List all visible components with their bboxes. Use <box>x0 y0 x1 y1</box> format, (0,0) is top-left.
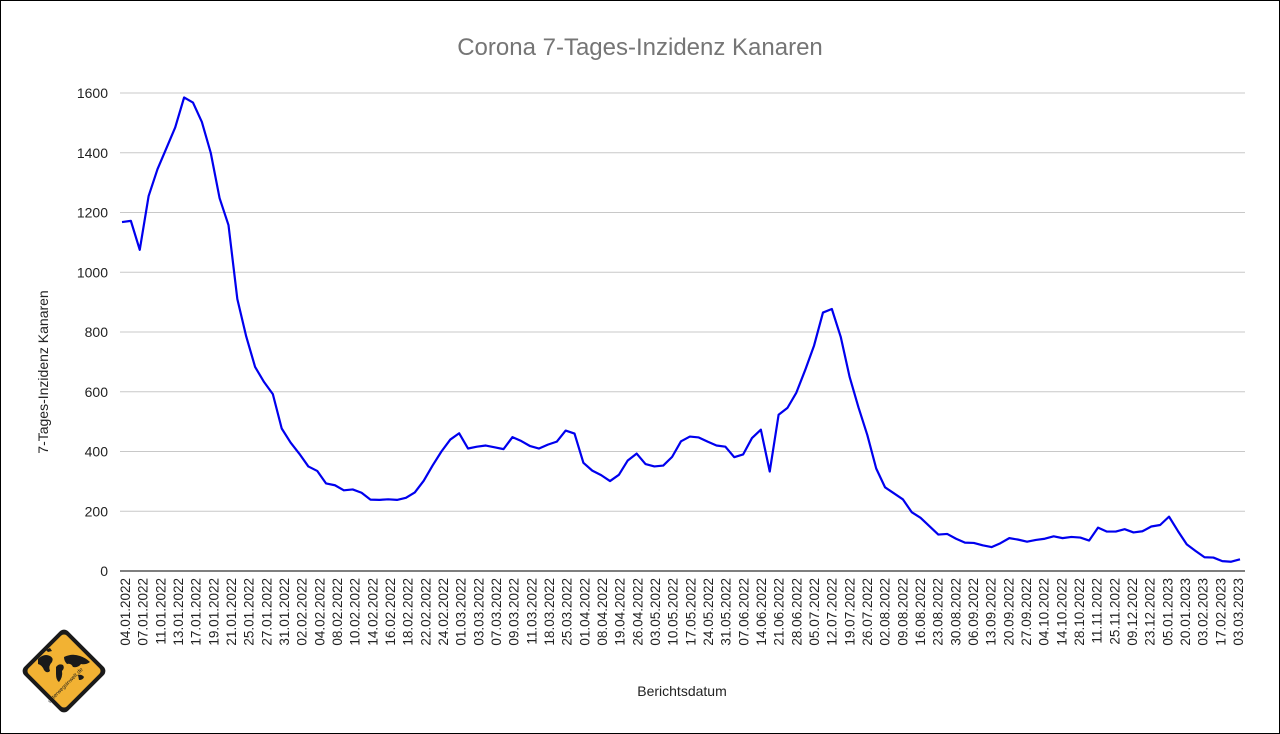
x-tick-label: 19.01.2022 <box>206 578 221 646</box>
x-tick-label: 01.04.2022 <box>577 578 592 646</box>
x-tick-label: 21.06.2022 <box>772 578 787 646</box>
logo-diamond-fill <box>26 633 102 709</box>
x-tick-label: 13.01.2022 <box>171 578 186 646</box>
x-tick-label: 18.02.2022 <box>401 578 416 646</box>
x-tick-label: 11.11.2022 <box>1090 578 1105 644</box>
x-tick-label: 23.08.2022 <box>931 578 946 646</box>
x-tick-label: 05.07.2022 <box>807 578 822 646</box>
line-chart: Corona 7-Tages-Inzidenz Kanaren 0 200 400 6… <box>0 0 1280 734</box>
y-tick-label: 400 <box>85 444 109 460</box>
x-tick-label: 28.10.2022 <box>1072 578 1087 646</box>
x-tick-label: 03.05.2022 <box>648 578 663 646</box>
x-tick-label: 02.02.2022 <box>295 578 310 646</box>
x-tick-label: 30.08.2022 <box>948 578 963 646</box>
x-tick-label: 04.10.2022 <box>1037 578 1052 646</box>
x-tick-label: 07.01.2022 <box>136 578 151 646</box>
y-tick-label: 1400 <box>77 145 108 161</box>
x-tick-label: 07.06.2022 <box>736 578 751 646</box>
y-tick-label: 200 <box>85 503 109 519</box>
x-tick-label: 07.03.2022 <box>489 578 504 646</box>
x-tick-label: 17.02.2023 <box>1213 578 1228 646</box>
grid-lines <box>120 93 1245 571</box>
x-tick-label: 12.07.2022 <box>825 578 840 646</box>
y-tick-labels: 0 200 400 600 800 1000 1200 1400 1600 <box>77 85 108 579</box>
x-tick-label: 08.04.2022 <box>595 578 610 646</box>
x-tick-label: 25.03.2022 <box>560 578 575 646</box>
y-tick-label: 1200 <box>77 205 108 221</box>
x-tick-label: 22.02.2022 <box>418 578 433 646</box>
x-tick-label: 04.02.2022 <box>312 578 327 646</box>
series-line <box>122 97 1240 561</box>
x-tick-label: 23.12.2022 <box>1143 578 1158 646</box>
x-tick-label: 06.09.2022 <box>966 578 981 646</box>
x-tick-label: 09.08.2022 <box>895 578 910 646</box>
x-tick-label: 20.09.2022 <box>1001 578 1016 646</box>
x-tick-label: 28.06.2022 <box>789 578 804 646</box>
x-tick-label: 26.07.2022 <box>860 578 875 646</box>
x-tick-label: 19.07.2022 <box>842 578 857 646</box>
y-tick-label: 1600 <box>77 85 108 101</box>
x-tick-label: 13.09.2022 <box>984 578 999 646</box>
y-axis-label: 7-Tages-Inzidenz Kanaren <box>35 290 51 453</box>
x-tick-label: 20.01.2023 <box>1178 578 1193 646</box>
x-tick-label: 31.05.2022 <box>719 578 734 646</box>
x-tick-label: 02.08.2022 <box>878 578 893 646</box>
y-tick-label: 1000 <box>77 264 108 280</box>
x-tick-label: 25.01.2022 <box>242 578 257 646</box>
x-tick-label: 09.03.2022 <box>507 578 522 646</box>
y-tick-label: 800 <box>85 324 109 340</box>
x-tick-label: 25.11.2022 <box>1107 578 1122 645</box>
x-tick-label: 09.12.2022 <box>1125 578 1140 646</box>
x-tick-label: 03.03.2022 <box>471 578 486 646</box>
series-group <box>122 97 1240 561</box>
chart-title: Corona 7-Tages-Inzidenz Kanaren <box>457 34 823 61</box>
x-tick-label: 19.04.2022 <box>613 578 628 646</box>
x-tick-label: 03.02.2023 <box>1196 578 1211 646</box>
x-tick-label: 10.02.2022 <box>348 578 363 646</box>
x-tick-label: 21.01.2022 <box>224 578 239 646</box>
x-tick-label: 16.02.2022 <box>383 578 398 646</box>
x-tick-label: 04.01.2022 <box>118 578 133 646</box>
x-tick-label: 03.03.2023 <box>1231 578 1246 646</box>
x-tick-label: 14.06.2022 <box>754 578 769 646</box>
x-tick-label: 27.09.2022 <box>1019 578 1034 646</box>
x-tick-label: 26.04.2022 <box>630 578 645 646</box>
x-tick-label: 18.03.2022 <box>542 578 557 646</box>
x-tick-label: 10.05.2022 <box>666 578 681 646</box>
y-tick-label: 0 <box>100 563 108 579</box>
x-tick-labels: 04.01.2022 07.01.2022 11.01.2022 13.01.2022… <box>118 578 1246 646</box>
x-tick-label: 01.03.2022 <box>454 578 469 646</box>
x-tick-label: 24.05.2022 <box>701 578 716 646</box>
y-tick-label: 600 <box>85 384 109 400</box>
x-tick-label: 24.02.2022 <box>436 578 451 646</box>
x-tick-label: 14.02.2022 <box>365 578 380 646</box>
x-tick-label: 14.10.2022 <box>1054 578 1069 646</box>
x-tick-label: 08.02.2022 <box>330 578 345 646</box>
x-axis-label: Berichtsdatum <box>637 683 726 699</box>
x-tick-label: 05.01.2023 <box>1160 578 1175 646</box>
x-tick-label: 17.05.2022 <box>683 578 698 646</box>
site-logo: unterwegsinwelt.de <box>20 627 108 715</box>
x-tick-label: 11.01.2022 <box>153 578 168 645</box>
x-tick-label: 11.03.2022 <box>524 578 539 645</box>
x-tick-label: 17.01.2022 <box>189 578 204 646</box>
x-tick-label: 27.01.2022 <box>259 578 274 646</box>
x-tick-label: 16.08.2022 <box>913 578 928 646</box>
x-tick-label: 31.01.2022 <box>277 578 292 646</box>
